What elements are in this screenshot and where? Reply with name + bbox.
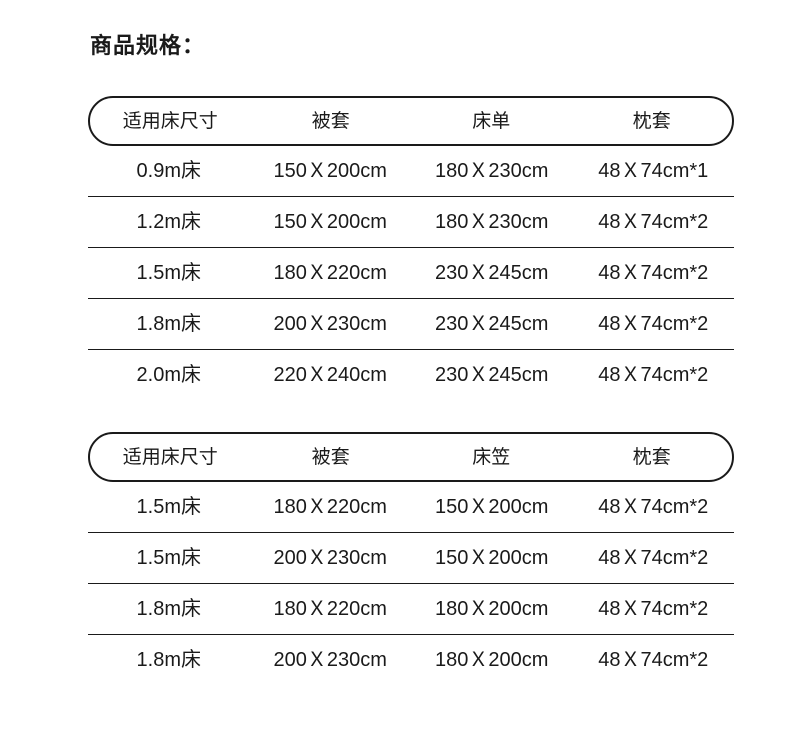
cell-bed-size: 2.0m床 (136, 364, 201, 386)
header-bed-size: 适用床尺寸 (122, 446, 218, 468)
cell-pillowcase: 48Ｘ74cm*2 (598, 262, 709, 284)
table-row: 1.8m床 200Ｘ230cm 180Ｘ200cm 48Ｘ74cm*2 (88, 635, 734, 685)
header-bed-sheet: 床单 (472, 110, 511, 132)
cell-bed-size: 0.9m床 (136, 160, 201, 182)
cell-duvet-cover: 180Ｘ220cm (273, 598, 387, 620)
cell-bed-sheet: 180Ｘ230cm (435, 211, 549, 233)
table-row: 2.0m床 220Ｘ240cm 230Ｘ245cm 48Ｘ74cm*2 (88, 350, 734, 400)
table-row: 1.8m床 180Ｘ220cm 180Ｘ200cm 48Ｘ74cm*2 (88, 584, 734, 635)
cell-bed-size: 1.5m床 (136, 496, 201, 518)
cell-fitted-sheet: 180Ｘ200cm (435, 649, 549, 671)
table-row: 0.9m床 150Ｘ200cm 180Ｘ230cm 48Ｘ74cm*1 (88, 146, 734, 197)
cell-bed-size: 1.5m床 (136, 547, 201, 569)
cell-bed-sheet: 230Ｘ245cm (435, 364, 549, 386)
page-title: 商品规格： (90, 33, 206, 58)
cell-pillowcase: 48Ｘ74cm*2 (598, 649, 709, 671)
cell-pillowcase: 48Ｘ74cm*2 (598, 547, 709, 569)
cell-pillowcase: 48Ｘ74cm*2 (598, 364, 709, 386)
cell-pillowcase: 48Ｘ74cm*2 (598, 496, 709, 518)
header-fitted-sheet: 床笠 (472, 446, 511, 468)
cell-bed-sheet: 180Ｘ230cm (435, 160, 549, 182)
header-pillowcase: 枕套 (632, 110, 671, 132)
cell-fitted-sheet: 150Ｘ200cm (435, 496, 549, 518)
cell-duvet-cover: 200Ｘ230cm (273, 313, 387, 335)
table-header-row: 适用床尺寸 被套 床笠 枕套 (88, 432, 734, 482)
cell-pillowcase: 48Ｘ74cm*2 (598, 598, 709, 620)
cell-bed-size: 1.8m床 (136, 598, 201, 620)
cell-duvet-cover: 150Ｘ200cm (273, 160, 387, 182)
cell-bed-size: 1.5m床 (136, 262, 201, 284)
table-row: 1.8m床 200Ｘ230cm 230Ｘ245cm 48Ｘ74cm*2 (88, 299, 734, 350)
header-duvet-cover: 被套 (311, 446, 350, 468)
table-row: 1.5m床 200Ｘ230cm 150Ｘ200cm 48Ｘ74cm*2 (88, 533, 734, 584)
table-row: 1.5m床 180Ｘ220cm 230Ｘ245cm 48Ｘ74cm*2 (88, 248, 734, 299)
cell-bed-size: 1.2m床 (136, 211, 201, 233)
cell-bed-sheet: 230Ｘ245cm (435, 262, 549, 284)
cell-duvet-cover: 180Ｘ220cm (273, 496, 387, 518)
cell-duvet-cover: 220Ｘ240cm (273, 364, 387, 386)
header-duvet-cover: 被套 (311, 110, 350, 132)
cell-bed-size: 1.8m床 (136, 649, 201, 671)
cell-pillowcase: 48Ｘ74cm*1 (598, 160, 709, 182)
header-bed-size: 适用床尺寸 (122, 110, 218, 132)
header-pillowcase: 枕套 (632, 446, 671, 468)
table-body: 0.9m床 150Ｘ200cm 180Ｘ230cm 48Ｘ74cm*1 1.2m… (88, 146, 734, 400)
cell-bed-sheet: 230Ｘ245cm (435, 313, 549, 335)
cell-duvet-cover: 150Ｘ200cm (273, 211, 387, 233)
table-row: 1.2m床 150Ｘ200cm 180Ｘ230cm 48Ｘ74cm*2 (88, 197, 734, 248)
spec-table-bed-sheet-set: 适用床尺寸 被套 床单 枕套 0.9m床 150Ｘ200cm 180Ｘ230cm… (88, 96, 734, 400)
cell-bed-size: 1.8m床 (136, 313, 201, 335)
table-header-row: 适用床尺寸 被套 床单 枕套 (88, 96, 734, 146)
table-body: 1.5m床 180Ｘ220cm 150Ｘ200cm 48Ｘ74cm*2 1.5m… (88, 482, 734, 685)
table-row: 1.5m床 180Ｘ220cm 150Ｘ200cm 48Ｘ74cm*2 (88, 482, 734, 533)
cell-pillowcase: 48Ｘ74cm*2 (598, 313, 709, 335)
cell-fitted-sheet: 150Ｘ200cm (435, 547, 549, 569)
cell-fitted-sheet: 180Ｘ200cm (435, 598, 549, 620)
cell-pillowcase: 48Ｘ74cm*2 (598, 211, 709, 233)
cell-duvet-cover: 200Ｘ230cm (273, 547, 387, 569)
spec-table-fitted-sheet-set: 适用床尺寸 被套 床笠 枕套 1.5m床 180Ｘ220cm 150Ｘ200cm… (88, 432, 734, 685)
cell-duvet-cover: 180Ｘ220cm (273, 262, 387, 284)
cell-duvet-cover: 200Ｘ230cm (273, 649, 387, 671)
